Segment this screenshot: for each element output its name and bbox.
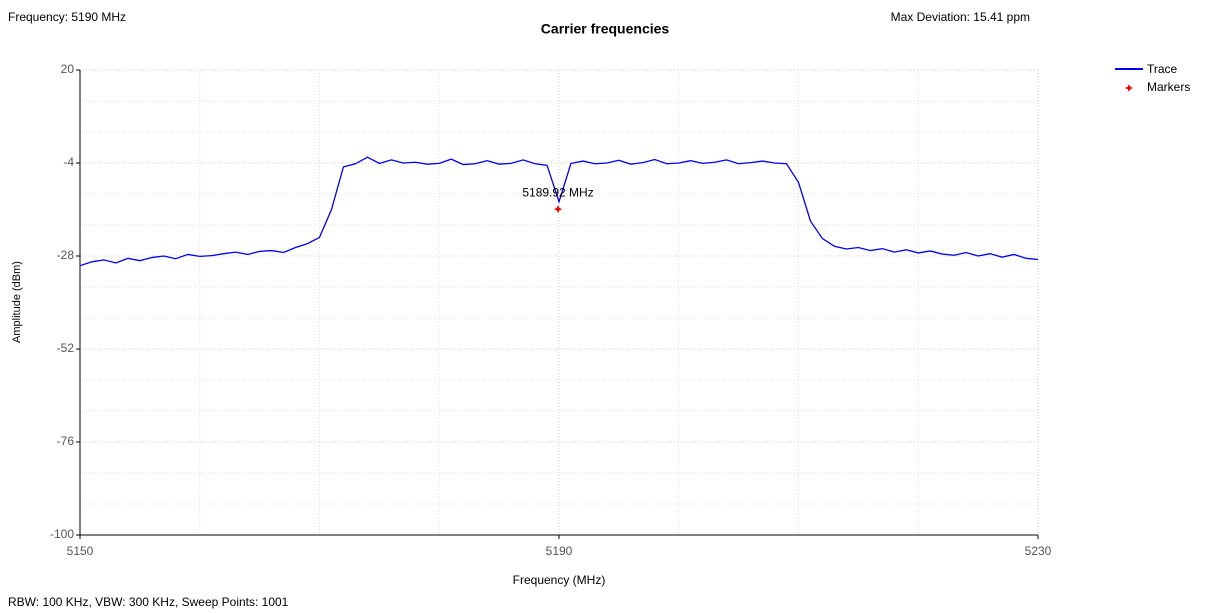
info-right: Max Deviation: 15.41 ppm bbox=[891, 10, 1030, 24]
y-tick-label: -52 bbox=[57, 341, 75, 355]
legend-label: Markers bbox=[1147, 80, 1190, 94]
y-tick-label: -100 bbox=[50, 527, 74, 541]
x-tick-label: 5230 bbox=[1025, 544, 1052, 558]
trace-line bbox=[79, 156, 1039, 267]
x-axis-label: Frequency (MHz) bbox=[513, 573, 606, 587]
y-axis-label: Amplitude (dBm) bbox=[11, 261, 23, 343]
x-tick-label: 5150 bbox=[67, 544, 94, 558]
marker bbox=[554, 205, 563, 214]
footer: RBW: 100 KHz, VBW: 300 KHz, Sweep Points… bbox=[8, 595, 289, 609]
y-tick-label: -76 bbox=[57, 434, 75, 448]
y-tick-label: 20 bbox=[61, 62, 75, 76]
legend-swatch bbox=[1125, 84, 1133, 92]
y-tick-label: -4 bbox=[63, 155, 74, 169]
legend-label: Trace bbox=[1147, 62, 1178, 76]
x-tick-label: 5190 bbox=[546, 544, 573, 558]
info-left: Frequency: 5190 MHz bbox=[8, 10, 126, 24]
chart-title: Carrier frequencies bbox=[541, 21, 670, 37]
marker-label: 5189.92 MHz bbox=[522, 185, 593, 199]
y-tick-label: -28 bbox=[57, 248, 75, 262]
